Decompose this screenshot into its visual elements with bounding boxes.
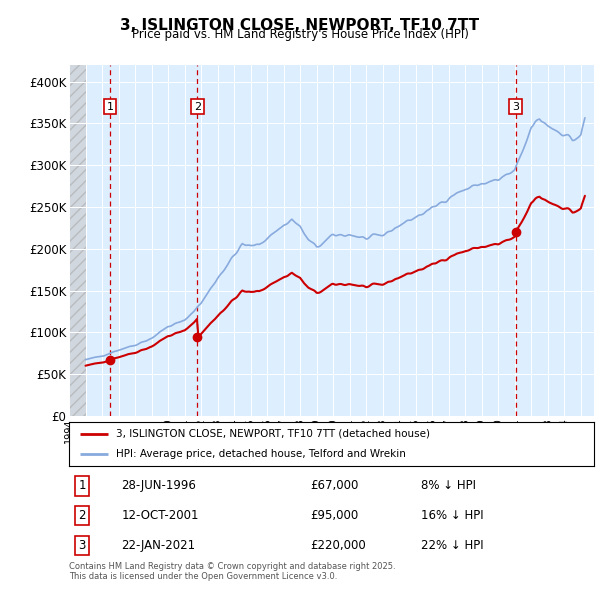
Text: 3: 3 xyxy=(512,101,519,112)
Text: 1: 1 xyxy=(107,101,113,112)
Text: 22% ↓ HPI: 22% ↓ HPI xyxy=(421,539,484,552)
Text: HPI: Average price, detached house, Telford and Wrekin: HPI: Average price, detached house, Telf… xyxy=(116,449,406,459)
Text: 12-OCT-2001: 12-OCT-2001 xyxy=(121,509,199,522)
Text: 16% ↓ HPI: 16% ↓ HPI xyxy=(421,509,484,522)
Text: 8% ↓ HPI: 8% ↓ HPI xyxy=(421,480,476,493)
Text: 3, ISLINGTON CLOSE, NEWPORT, TF10 7TT (detached house): 3, ISLINGTON CLOSE, NEWPORT, TF10 7TT (d… xyxy=(116,429,430,439)
Text: Contains HM Land Registry data © Crown copyright and database right 2025.
This d: Contains HM Land Registry data © Crown c… xyxy=(69,562,395,581)
Text: £67,000: £67,000 xyxy=(311,480,359,493)
Text: 1: 1 xyxy=(79,480,86,493)
Text: 2: 2 xyxy=(79,509,86,522)
Bar xyxy=(69,65,86,416)
Text: £95,000: £95,000 xyxy=(311,509,359,522)
Text: 28-JUN-1996: 28-JUN-1996 xyxy=(121,480,196,493)
Text: 22-JAN-2021: 22-JAN-2021 xyxy=(121,539,196,552)
Text: 3, ISLINGTON CLOSE, NEWPORT, TF10 7TT: 3, ISLINGTON CLOSE, NEWPORT, TF10 7TT xyxy=(121,18,479,32)
Text: 2: 2 xyxy=(194,101,201,112)
Text: £220,000: £220,000 xyxy=(311,539,366,552)
Text: 3: 3 xyxy=(79,539,86,552)
Text: Price paid vs. HM Land Registry's House Price Index (HPI): Price paid vs. HM Land Registry's House … xyxy=(131,28,469,41)
